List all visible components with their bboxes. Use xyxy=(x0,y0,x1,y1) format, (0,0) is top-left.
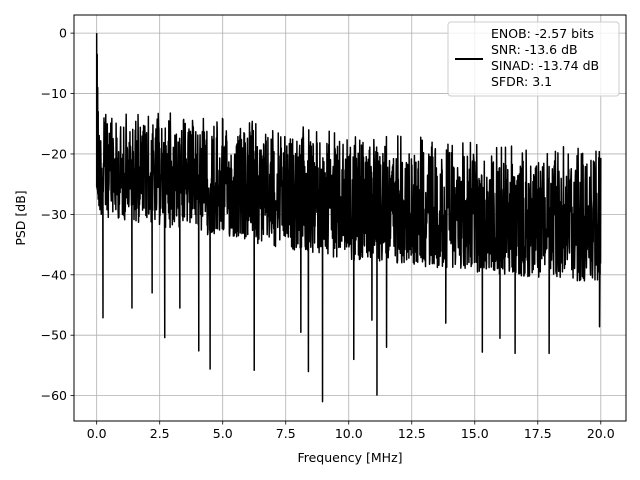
y-tick-label: −20 xyxy=(41,146,67,161)
x-tick-label: 17.5 xyxy=(524,426,552,441)
y-tick-label: −60 xyxy=(41,388,67,403)
legend-label-line: SFDR: 3.1 xyxy=(491,74,552,89)
psd-series-line xyxy=(95,33,602,403)
legend-label: ENOB: -2.57 bits SNR: -13.6 dB SINAD: -13.… xyxy=(491,26,599,89)
x-axis-label: Frequency [MHz] xyxy=(297,450,402,465)
x-tick-label: 10.0 xyxy=(335,426,363,441)
legend-box xyxy=(447,21,620,97)
series-layer xyxy=(95,33,602,403)
legend: ENOB: -2.57 bits SNR: -13.6 dB SINAD: -13.… xyxy=(447,21,620,97)
legend-label-line: SINAD: -13.74 dB xyxy=(491,58,599,73)
x-tick-label: 15.0 xyxy=(461,426,489,441)
plot-frame xyxy=(73,14,627,422)
x-tick-label: 20.0 xyxy=(587,426,615,441)
y-tick-label: −10 xyxy=(41,86,67,101)
y-axis-label: PSD [dB] xyxy=(13,190,28,245)
x-tick-label: 5.0 xyxy=(213,426,233,441)
x-tick-label: 12.5 xyxy=(398,426,426,441)
legend-label-line: SNR: -13.6 dB xyxy=(491,42,578,57)
y-tick-label: −50 xyxy=(41,328,67,343)
x-tick-label: 2.5 xyxy=(150,426,170,441)
legend-label-line: ENOB: -2.57 bits xyxy=(491,26,594,41)
y-tick-label: 0 xyxy=(59,26,67,41)
y-tick-label: −40 xyxy=(41,267,67,282)
x-tick-label: 7.5 xyxy=(276,426,296,441)
x-tick-label: 0.0 xyxy=(87,426,107,441)
y-tick-label: −30 xyxy=(41,207,67,222)
ticks: 0.0 2.5 5.0 7.5 10.0 12.5 15.0 17.5 20.0 0 −10 −20 −… xyxy=(41,26,615,441)
